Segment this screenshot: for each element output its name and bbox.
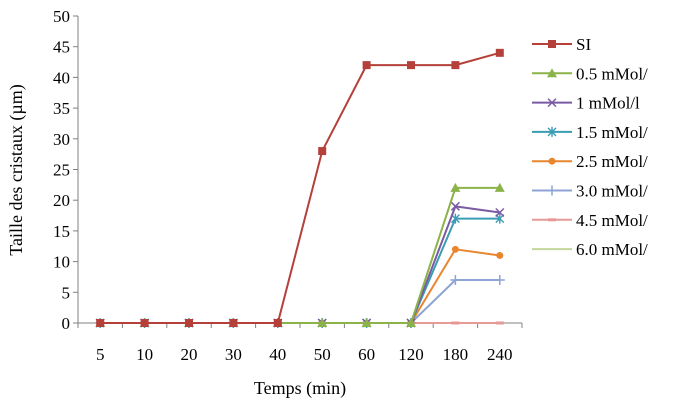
y-tick-label: 5: [62, 283, 71, 302]
legend-item: SI: [532, 35, 591, 54]
x-tick-label: 180: [443, 345, 469, 364]
data-point: [96, 319, 105, 327]
data-point: [450, 182, 461, 192]
y-tick-label: 40: [53, 68, 70, 87]
legend-marker: [548, 157, 556, 165]
series-group-item: [96, 245, 504, 327]
data-point: [494, 275, 505, 286]
legend-label: 2.5 mMol/: [576, 152, 648, 171]
legend: SI 0.5 mMol/1 mMol/l 1.5 mMol/2.5 mMol/3.0…: [532, 35, 648, 259]
legend-marker: [548, 218, 556, 222]
legend-item: 0.5 mMol/: [532, 64, 648, 83]
legend-item: 4.5 mMol/: [532, 211, 648, 230]
data-point: [140, 319, 149, 327]
data-point: [317, 318, 328, 327]
legend-label: 6.0 mMol/: [576, 240, 648, 259]
legend-item: 6.0 mMol/: [532, 240, 648, 259]
series-line: [100, 248, 500, 324]
y-tick-label: 30: [53, 130, 70, 149]
y-tick-label: 45: [53, 38, 70, 57]
legend-label: 1.5 mMol/: [576, 123, 648, 142]
x-tick-label: 50: [314, 345, 331, 364]
legend-label: SI: [576, 35, 591, 54]
x-tick-label: 5: [96, 345, 105, 364]
y-tick-label: 15: [53, 222, 70, 241]
data-point: [362, 61, 371, 70]
legend-item: 1.5 mMol/: [532, 123, 648, 142]
y-axis-ticks: 0 5 10 15 20 25 30 35 40 45 50: [53, 7, 78, 333]
series-line: [100, 279, 500, 324]
data-point: [495, 207, 505, 218]
data-point: [273, 319, 282, 327]
x-tick-label: 240: [487, 345, 513, 364]
y-tick-label: 20: [53, 191, 70, 210]
legend-marker: [547, 68, 557, 78]
legend-item: 3.0 mMol/: [532, 182, 648, 201]
legend-marker: [548, 40, 556, 48]
series-group-item: [96, 48, 504, 327]
x-tick-label: 40: [269, 345, 286, 364]
data-point: [451, 321, 460, 325]
data-point: [406, 318, 416, 327]
y-tick-label: 35: [53, 99, 70, 118]
x-axis-ticks: 5 10 20 30 40 50 60 120 180 240: [77, 323, 523, 364]
data-point: [495, 48, 504, 57]
legend-marker: [547, 98, 557, 108]
x-tick-label: 60: [358, 345, 375, 364]
data-point: [450, 275, 461, 286]
data-point: [494, 182, 505, 192]
data-point: [496, 251, 504, 259]
y-axis-title: Taille des cristaux (µm): [6, 84, 27, 256]
legend-item: 2.5 mMol/: [532, 152, 648, 171]
series-line: [100, 205, 500, 324]
legend-marker: [547, 185, 557, 196]
legend-label: 3.0 mMol/: [576, 182, 648, 201]
x-tick-label: 30: [225, 345, 242, 364]
series-line: [100, 51, 501, 324]
x-tick-label: 10: [136, 345, 153, 364]
series-group-item: [95, 201, 505, 328]
y-tick-label: 50: [53, 7, 70, 26]
series-group-item: [95, 182, 505, 327]
data-point: [229, 319, 238, 327]
x-tick-label: 120: [398, 345, 424, 364]
data-point: [407, 61, 415, 70]
legend-label: 4.5 mMol/: [576, 211, 648, 230]
y-tick-label: 25: [53, 161, 70, 180]
series-group: [95, 48, 505, 328]
x-axis-title: Temps (min): [254, 378, 346, 399]
legend-item: 1 mMol/l: [532, 94, 640, 113]
data-point: [450, 201, 460, 211]
y-tick-label: 10: [53, 253, 70, 272]
data-point: [185, 319, 193, 327]
x-tick-label: 20: [181, 345, 198, 364]
data-point: [451, 245, 459, 253]
data-point: [495, 321, 504, 325]
data-point: [361, 318, 372, 327]
data-point: [451, 61, 460, 70]
legend-marker: [547, 126, 557, 137]
legend-label: 1 mMol/l: [576, 94, 640, 113]
legend-label: 0.5 mMol/: [576, 64, 648, 83]
y-tick-label: 0: [62, 314, 71, 333]
data-point: [318, 147, 327, 156]
series-group-item: [95, 275, 505, 328]
